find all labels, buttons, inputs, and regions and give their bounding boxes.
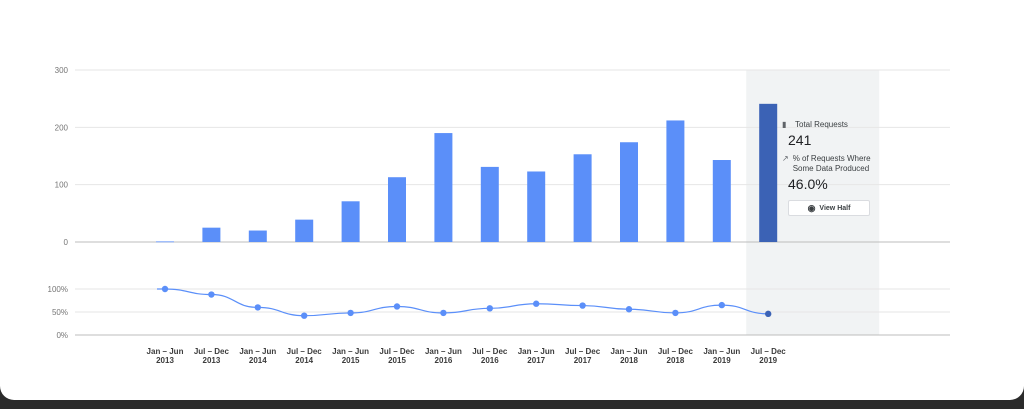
x-tick-label: 2014 (249, 356, 267, 365)
data-point (254, 304, 261, 311)
x-tick-label: 2016 (435, 356, 453, 365)
x-tick-label: Jul – Dec (472, 347, 508, 356)
x-tick-label: Jan – Jun (703, 347, 740, 356)
data-point (533, 300, 540, 307)
data-point (347, 309, 354, 317)
eye-icon: ◉ (807, 202, 816, 213)
y-tick-label: 200 (55, 123, 69, 132)
data-point (393, 303, 401, 310)
bar (666, 120, 685, 242)
bar (295, 219, 314, 242)
x-tick-label: Jul – Dec (658, 347, 694, 356)
view-half-button[interactable]: ◉ View Half (788, 200, 870, 216)
bar (573, 154, 592, 242)
bar (248, 230, 267, 242)
x-tick-label: 2013 (203, 356, 221, 365)
bar (156, 241, 174, 243)
x-tick-label: 2018 (620, 356, 638, 365)
data-point (486, 305, 493, 312)
data-point (301, 312, 308, 319)
chart-card: 0 100 200 300 0% 50% 100% Jan – Jun 2013 Jul – De… (0, 0, 1024, 400)
data-point (672, 309, 679, 317)
x-tick-label: Jan – Jun (147, 347, 184, 356)
x-tick-label: 2016 (481, 356, 499, 365)
data-point (208, 291, 215, 298)
x-tick-label: Jan – Jun (332, 347, 369, 356)
x-tick-label: 2018 (667, 356, 685, 365)
data-point (440, 309, 447, 317)
data-point (765, 310, 772, 318)
y-tick-label: 300 (55, 66, 69, 75)
x-tick-label: 2013 (156, 356, 174, 365)
tooltip-pct-label: % of Requests Where Some Data Produced (792, 154, 871, 173)
bar-chart-icon: ▮ (782, 120, 787, 129)
bar (759, 103, 778, 243)
tooltip-total-label: Total Requests (795, 120, 848, 129)
x-tick-label: Jul – Dec (379, 347, 415, 356)
bar (712, 160, 731, 242)
y-tick-label: 0 (64, 238, 69, 247)
bar (620, 142, 638, 242)
x-tick-label: Jul – Dec (194, 347, 230, 356)
x-tick-label: Jan – Jun (611, 347, 648, 356)
x-tick-label: Jul – Dec (287, 347, 323, 356)
view-half-label: View Half (819, 204, 851, 212)
bar (202, 227, 221, 242)
x-tick-label: 2017 (574, 356, 592, 365)
x-tick-label: 2017 (527, 356, 545, 365)
y-tick-label: 50% (52, 308, 68, 317)
tooltip-pct-value: 46.0% (788, 176, 828, 192)
x-tick-label: 2019 (759, 356, 777, 365)
y-tick-label: 0% (56, 331, 68, 340)
x-tick-label: 2015 (342, 356, 360, 365)
x-tick-label: Jan – Jun (425, 347, 462, 356)
x-tick-label: Jul – Dec (565, 347, 601, 356)
y-tick-label: 100 (55, 181, 69, 190)
tooltip-total-label-row: ▮ Total Requests (782, 120, 872, 130)
bar (388, 177, 406, 242)
x-tick-label: Jan – Jun (518, 347, 555, 356)
x-tick-label: 2014 (295, 356, 313, 365)
x-tick-label: 2019 (713, 356, 731, 365)
bar (527, 171, 546, 242)
tooltip-pct-label-row: ↗ % of Requests Where Some Data Produced (782, 154, 872, 174)
data-point (579, 302, 586, 309)
tooltip: ▮ Total Requests 241 ↗ % of Requests Whe… (782, 120, 872, 216)
bar (434, 133, 453, 242)
y-tick-label: 100% (48, 285, 68, 294)
line-chart-icon: ↗ (782, 154, 789, 163)
x-tick-label: Jan – Jun (239, 347, 276, 356)
data-point (625, 306, 633, 313)
tooltip-total-value: 241 (788, 132, 812, 148)
bar (341, 201, 360, 242)
x-tick-label: Jul – Dec (751, 347, 787, 356)
data-point (161, 285, 169, 293)
bar (480, 166, 499, 242)
x-tick-label: 2015 (388, 356, 406, 365)
data-point (718, 301, 725, 309)
